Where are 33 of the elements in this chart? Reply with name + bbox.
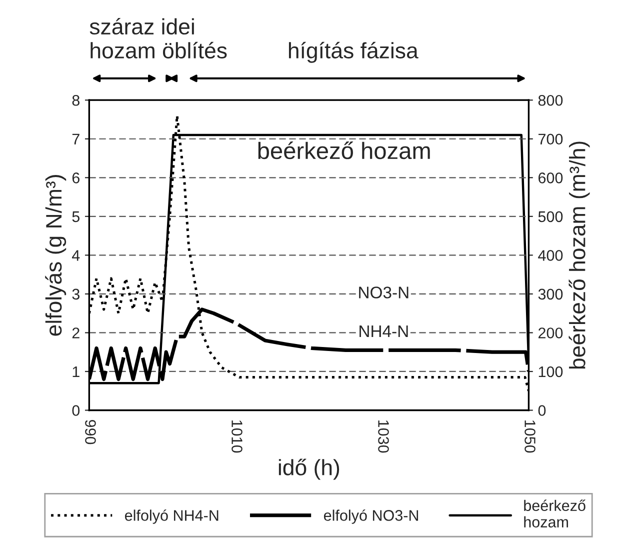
- y2-tick-label: 200: [538, 328, 563, 338]
- y-tick-label: 4: [72, 250, 80, 261]
- y2-tick-label: 500: [538, 211, 563, 222]
- y2-tick-label: 300: [538, 288, 563, 300]
- y-tick-label: 3: [72, 288, 80, 300]
- y-tick-label: 1: [72, 366, 80, 378]
- y-tick-label: 2: [72, 328, 80, 338]
- y2-tick-label: 700: [538, 134, 563, 145]
- x-tick-label: 990: [85, 420, 96, 444]
- x-tick-label: 1010: [232, 420, 242, 453]
- y2-tick-label: 600: [538, 172, 563, 184]
- y-tick-label: 0: [72, 405, 80, 416]
- annotation: NH4-N: [360, 326, 408, 338]
- text: hígítás fázisa: [288, 42, 418, 63]
- x-tick-label: 1030: [378, 420, 389, 453]
- y2-tick-label: 100: [538, 366, 563, 378]
- y2-tick-label: 800: [538, 94, 563, 106]
- y-tick-label: 6: [72, 172, 80, 184]
- y2-tick-label: 0: [538, 405, 546, 416]
- legend-label: beérkező hozam: [524, 500, 586, 528]
- annotation: NO3-N: [359, 286, 408, 298]
- y-tick-label: 8: [72, 94, 80, 106]
- legend-label: elfolyó NH4-N: [124, 509, 218, 524]
- y-tick-label: 7: [72, 134, 80, 144]
- x-tick-label: 1050: [524, 420, 536, 453]
- x-axis-title: idő (h): [278, 458, 340, 480]
- y-tick-label: 5: [72, 211, 80, 222]
- text: száraz idei hozam öblítés: [90, 18, 227, 58]
- y-axis-title: elfolyás (g N/m³): [45, 175, 66, 336]
- y2-axis-title: beérkező hozam (m³/h): [568, 142, 590, 369]
- annotation: beérkező hozam: [258, 142, 430, 160]
- legend-label: elfolyó NO3-N: [324, 509, 418, 524]
- y2-tick-label: 400: [538, 250, 563, 261]
